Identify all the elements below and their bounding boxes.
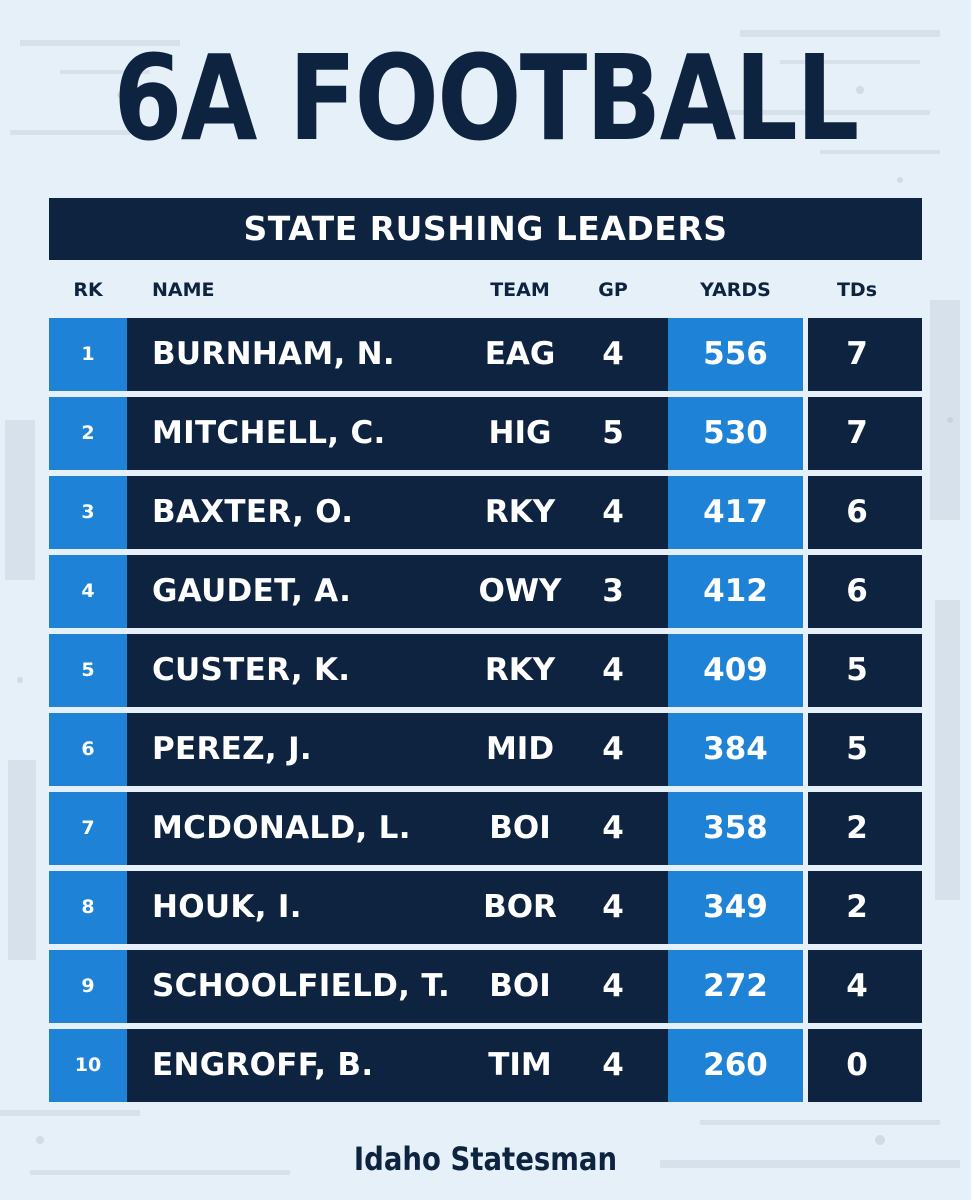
rank-cell: 6 [49,713,127,786]
team-cell: MID [485,731,555,767]
rank-cell: 7 [49,792,127,865]
player-name-cell: MITCHELL, C. [152,415,386,451]
publisher-logo-text: Idaho Statesman [353,1140,618,1178]
player-name-cell: PEREZ, J. [152,731,313,767]
player-name-cell: MCDONALD, L. [152,810,411,846]
games-played-cell: 4 [602,1047,624,1083]
player-name-cell: GAUDET, A. [152,573,352,609]
yards-cell: 384 [668,713,803,786]
rank-cell: 8 [49,871,127,944]
player-name-cell: SCHOOLFIELD, T. [152,968,451,1004]
yards-cell: 358 [668,792,803,865]
table-row: 8 HOUK, I. BOR 4 349 2 [49,871,922,944]
column-header-gp: GP [598,279,628,301]
column-divider [803,713,808,786]
yards-cell: 412 [668,555,803,628]
rank-cell: 10 [49,1029,127,1102]
player-name-cell: HOUK, I. [152,889,302,925]
touchdowns-cell: 7 [846,415,868,451]
yards-cell: 556 [668,318,803,391]
subtitle-banner: STATE RUSHING LEADERS [49,198,922,260]
column-divider [803,950,808,1023]
touchdowns-cell: 6 [846,573,868,609]
table-row: 10 ENGROFF, B. TIM 4 260 0 [49,1029,922,1102]
yards-cell: 272 [668,950,803,1023]
games-played-cell: 4 [602,810,624,846]
player-name-cell: BURNHAM, N. [152,336,395,372]
games-played-cell: 5 [602,415,624,451]
column-divider [803,555,808,628]
touchdowns-cell: 5 [846,731,868,767]
player-name-cell: CUSTER, K. [152,652,351,688]
touchdowns-cell: 2 [846,810,868,846]
table-row: 4 GAUDET, A. OWY 3 412 6 [49,555,922,628]
column-divider [803,871,808,944]
column-divider [803,318,808,391]
touchdowns-cell: 6 [846,494,868,530]
games-played-cell: 4 [602,968,624,1004]
games-played-cell: 4 [602,494,624,530]
column-divider [803,634,808,707]
yards-cell: 417 [668,476,803,549]
team-cell: TIM [488,1047,552,1083]
touchdowns-cell: 2 [846,889,868,925]
table-row: 2 MITCHELL, C. HIG 5 530 7 [49,397,922,470]
rank-cell: 5 [49,634,127,707]
player-name-cell: ENGROFF, B. [152,1047,374,1083]
player-name-cell: BAXTER, O. [152,494,354,530]
games-played-cell: 4 [602,652,624,688]
team-cell: OWY [478,573,562,609]
table-row: 9 SCHOOLFIELD, T. BOI 4 272 4 [49,950,922,1023]
page-title: 6A FOOTBALL [113,29,859,167]
rank-cell: 9 [49,950,127,1023]
team-cell: HIG [488,415,552,451]
touchdowns-cell: 5 [846,652,868,688]
column-divider [803,1029,808,1102]
column-header-team: TEAM [490,279,550,301]
games-played-cell: 4 [602,889,624,925]
yards-cell: 260 [668,1029,803,1102]
touchdowns-cell: 7 [846,336,868,372]
games-played-cell: 4 [602,336,624,372]
team-cell: BOR [483,889,557,925]
table-row: 3 BAXTER, O. RKY 4 417 6 [49,476,922,549]
team-cell: RKY [484,652,556,688]
column-header-rk: RK [73,279,103,301]
column-divider [803,476,808,549]
table-row: 7 MCDONALD, L. BOI 4 358 2 [49,792,922,865]
rank-cell: 1 [49,318,127,391]
column-divider [803,792,808,865]
rank-cell: 2 [49,397,127,470]
table-row: 6 PEREZ, J. MID 4 384 5 [49,713,922,786]
table-row: 1 BURNHAM, N. EAG 4 556 7 [49,318,922,391]
touchdowns-cell: 4 [846,968,868,1004]
team-cell: BOI [489,810,551,846]
table-row: 5 CUSTER, K. RKY 4 409 5 [49,634,922,707]
column-divider [803,397,808,470]
column-header-name: NAME [152,279,215,301]
rank-cell: 4 [49,555,127,628]
column-header-yards: YARDS [700,279,771,301]
yards-cell: 530 [668,397,803,470]
team-cell: RKY [484,494,556,530]
leaders-table: 1 BURNHAM, N. EAG 4 556 7 2 MITCHELL, C.… [49,318,922,1108]
games-played-cell: 3 [602,573,624,609]
team-cell: EAG [484,336,556,372]
games-played-cell: 4 [602,731,624,767]
column-header-tds: TDs [836,279,878,301]
yards-cell: 409 [668,634,803,707]
rank-cell: 3 [49,476,127,549]
touchdowns-cell: 0 [846,1047,868,1083]
team-cell: BOI [489,968,551,1004]
yards-cell: 349 [668,871,803,944]
